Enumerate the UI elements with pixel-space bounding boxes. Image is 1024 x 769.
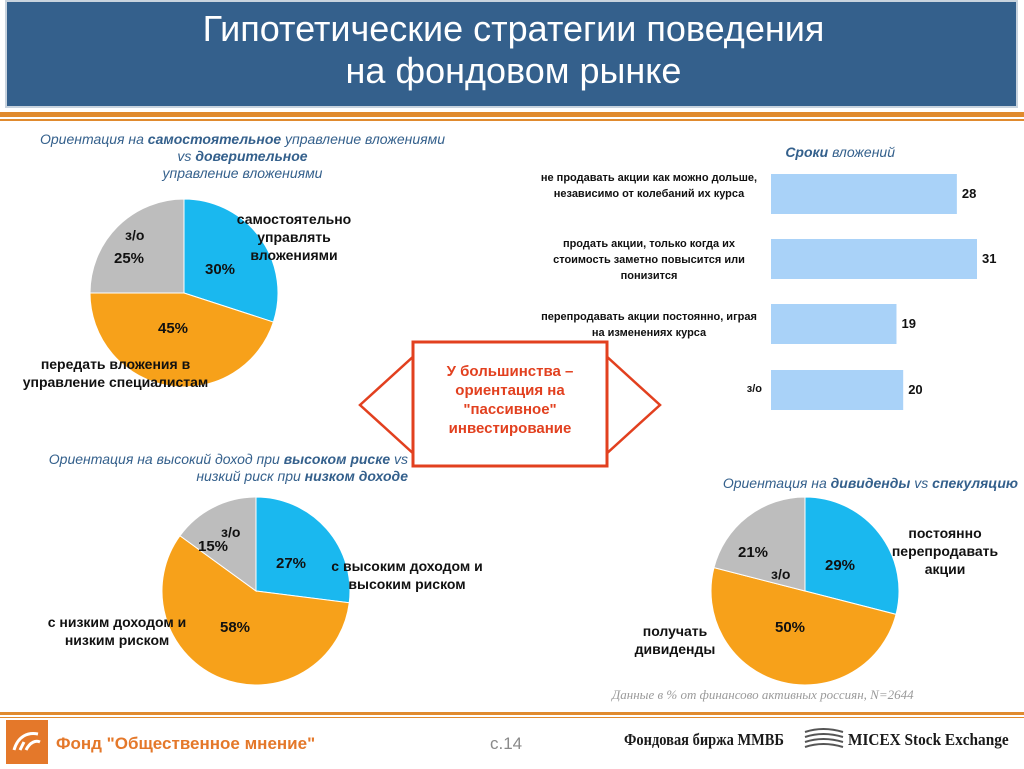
pie-slice-2 [711,567,897,686]
pie3-title: Ориентация на дивиденды vs спекуляцию [640,475,1018,492]
pie2-value-label: 27% [276,555,307,572]
pie1-title-part: управление вложениями vs [177,131,446,164]
pie-slice-2 [162,535,350,686]
pie-chart-1 [90,199,279,388]
pie1-title: Ориентация на самостоятельное управление… [40,131,445,182]
pie1-category-label: з/о [125,227,145,243]
footer-divider-thin [0,717,1024,718]
header-divider-thin [0,119,1024,121]
pie3-value-label: 29% [825,557,856,574]
pie1-value-label: 25% [114,250,145,267]
pie2-category-label: з/о [221,524,241,540]
bar-value-label: 28 [962,186,976,201]
bar-4 [769,368,906,412]
pie2-value-label: 58% [220,619,251,636]
pie2-title-part: vs низкий риск при [196,451,408,484]
bar-2 [769,237,979,281]
pie3-value-label: 50% [775,619,806,636]
bar-1 [769,172,959,216]
pie1-title-part: Ориентация на [40,131,148,147]
pie-slice-1 [183,199,279,323]
pie1-title-bold: самостоятельное [147,131,282,147]
pie1-value-label: 45% [158,320,189,337]
bar-chart-title: Сроки вложений [700,144,895,161]
pie1-category-label: передать вложения в управление специалис… [22,356,209,390]
pie-chart-3 [711,497,900,686]
mmvb-logo-text: Фондовая биржа ММВБ [624,730,784,749]
slide-header: Гипотетические стратегии поведения на фо… [5,0,1018,108]
pie3-value-label: 21% [738,544,769,561]
callout-arrow-shape [358,340,662,468]
pie2-value-label: 15% [198,538,229,555]
pie-slice-3 [179,497,257,592]
bar-value-label: 31 [982,251,996,266]
footer-divider [0,712,1024,715]
bar-value-label: 19 [901,316,915,331]
pie3-category-label: получать дивиденды [634,623,716,657]
pie3-title-part: Ориентация на [722,475,831,491]
bar-chart: 28 31 19 20 [769,172,996,412]
micex-emblem-icon [804,728,844,748]
pie1-title-bold: доверительное [195,148,308,164]
pie-slice-2 [90,292,275,388]
footer-org-name: Фонд "Общественное мнение" [56,734,316,753]
pie3-category-label: з/о [771,566,791,582]
pie3-category-label: постоянно перепродавать акции [891,525,999,577]
micex-logo-text: MICEX Stock Exchange [848,730,1009,749]
pie-slice-1 [804,497,900,615]
pie3-title-bold: спекуляцию [932,475,1018,491]
pie-slice-1 [255,497,351,604]
data-source-note: Данные в % от финансово активных россиян… [612,687,914,702]
pie-chart-2 [162,497,351,686]
pie3-title-bold: дивиденды [830,475,911,491]
pie2-title-bold: высоком риске [283,451,391,467]
header-divider [0,112,1024,117]
pie-slice-3 [713,497,806,592]
callout-text: У большинства – ориентация на "пассивное… [446,363,574,437]
fom-logo [6,720,48,764]
pie1-title-part: управление вложениями [162,165,323,181]
pie1-category-label: самостоятельно управлять вложениями [236,211,352,263]
bar-category-label: продать акции, только когда их стоимость… [553,238,745,282]
pie2-category-label: с низким доходом и низким риском [47,614,187,648]
bar-3 [769,302,899,346]
bar-title-bold: Сроки [785,144,829,160]
pie3-title-part: vs [910,475,933,491]
page-number: с.14 [490,734,523,753]
pie1-value-label: 30% [205,261,236,278]
slide-title: Гипотетические стратегии поведения на фо… [7,8,1020,92]
bar-category-label: з/о [746,383,762,395]
fom-logo-mark [12,732,41,751]
pie-slice-3 [90,199,185,294]
bar-category-label: не продавать акции как можно дольше, нез… [540,172,758,200]
pie2-title-part: Ориентация на высокий доход при [48,451,284,467]
title-line-1: Гипотетические стратегии поведения [202,8,825,49]
bar-title-part: вложений [828,144,895,160]
bar-value-label: 20 [908,382,922,397]
pie2-title: Ориентация на высокий доход при высоком … [28,451,408,485]
pie2-category-label: с высоким доходом и высоким риском [331,558,483,592]
bar-category-label: перепродавать акции постоянно, играя на … [541,311,757,339]
title-line-2: на фондовом рынке [345,50,682,91]
pie2-title-bold: низком доходе [304,468,408,484]
